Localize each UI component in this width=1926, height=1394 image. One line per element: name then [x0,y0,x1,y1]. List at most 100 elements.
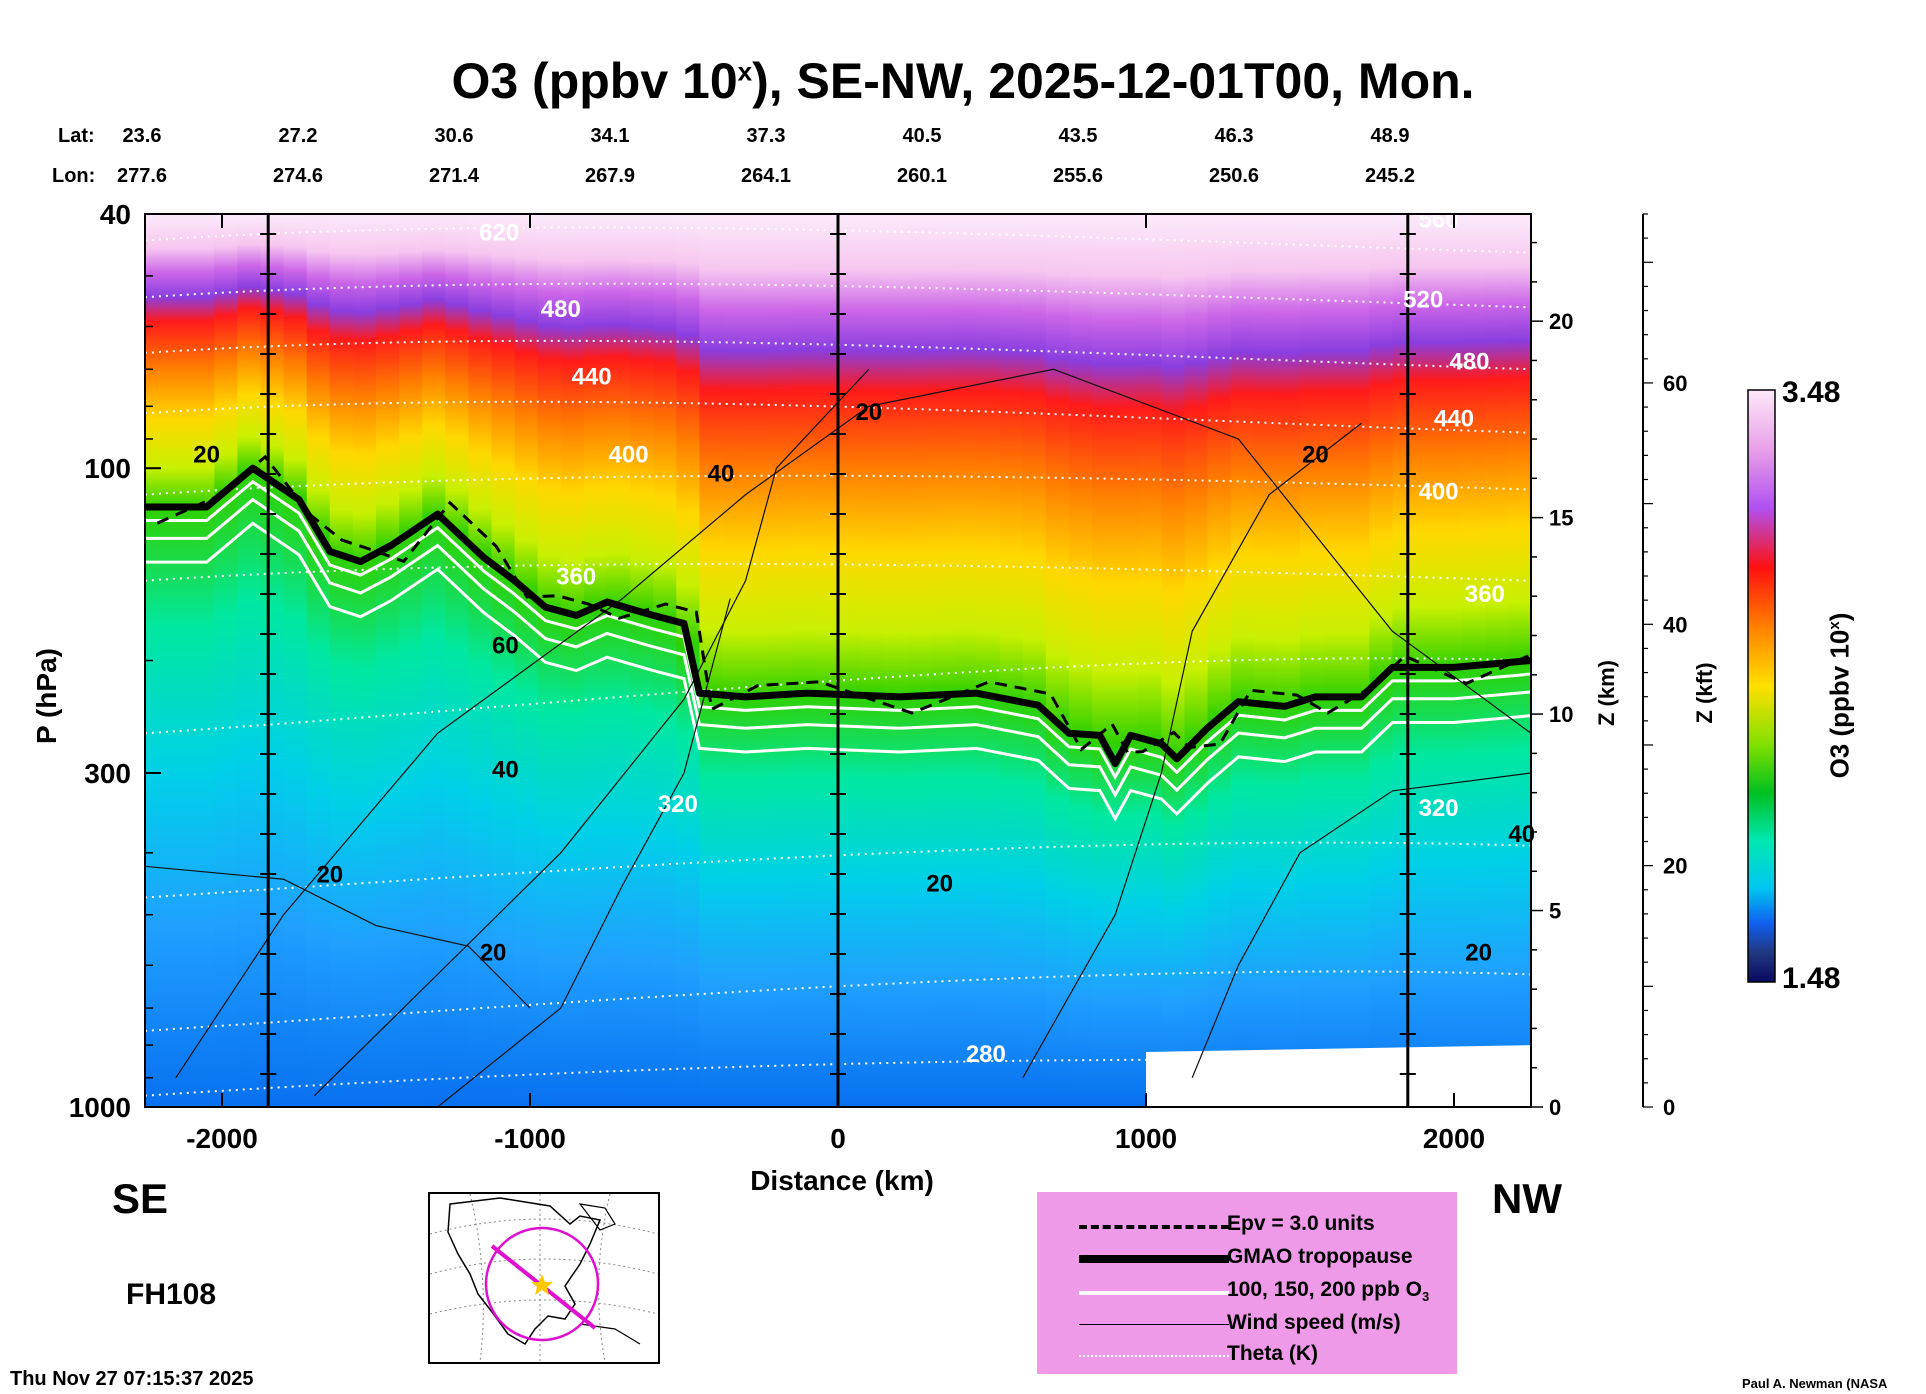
track-longitude: 271.4 [428,165,480,187]
ozone-column [884,214,909,1107]
inset-range-circle [484,1226,600,1342]
ozone-column [445,214,470,1107]
ozone-column [514,214,539,1107]
ozone-column [422,214,447,1107]
ozone-column [999,214,1024,1107]
wind-label: 20 [193,442,220,469]
wind-line [1022,422,1362,1079]
wind-line [437,598,731,1107]
ozone-column [722,214,747,1107]
x-tick-label: 2000 [1423,1123,1485,1154]
theta-label: 620 [479,219,519,246]
colorbar-max-label: 3.48 [1782,376,1841,409]
ozone-column [1369,214,1394,1107]
wind-label: 20 [1465,940,1492,967]
x-tick-label: -1000 [494,1123,566,1154]
ozone-column [1300,214,1325,1107]
z-kft-tick-label: 0 [1663,1095,1675,1120]
ozone-column [329,214,354,1107]
z-km-tick-label: 15 [1549,506,1573,531]
ozone-column [560,214,585,1107]
ozone-column [861,214,886,1107]
theta-label: 360 [1465,581,1505,608]
theta-label: 400 [1419,479,1459,506]
surface-mask [1146,1045,1531,1107]
track-latitude: 48.9 [1370,125,1410,147]
inset-star-icon [531,1274,553,1295]
ozone-ppb-contours [145,479,1531,822]
colorbar [1747,389,1776,983]
ozone-column [468,214,493,1107]
theta-label: 320 [1419,795,1459,822]
ozone-column [814,214,839,1107]
track-longitude: 260.1 [896,165,948,187]
track-longitude: 245.2 [1364,165,1416,187]
ozone-column [1253,214,1278,1107]
z-km-tick-label: 0 [1549,1095,1561,1120]
forecast-hour: FH108 [126,1278,217,1311]
southeast-label: SE [112,1175,169,1222]
z-km-axis-label: Z (km) [1594,660,1619,726]
ozone-column [1461,214,1486,1107]
wind-label: 40 [492,757,519,784]
z-kft-tick-label: 40 [1663,612,1687,637]
theta-label: 400 [609,442,649,469]
p-tick-label: 40 [100,199,131,230]
legend-item-wind-speed: Wind speed (m/s) [1037,1309,1457,1339]
theta-label: 480 [541,296,581,323]
ozone-column [1438,214,1463,1107]
ozone-field [145,214,1531,1107]
track-latitude: 30.6 [434,125,474,147]
theta-label: 560 [1419,207,1459,234]
track-latitude: 23.6 [122,125,162,147]
ozone-column [376,214,401,1107]
wind-line [1191,772,1531,1078]
ozone-column [237,214,262,1107]
track-latitude: 43.5 [1058,125,1098,147]
colorbar-min-label: 1.48 [1782,962,1841,995]
author-credit: Paul A. Newman (NASA [1742,1376,1888,1391]
ozone-column [191,214,216,1107]
ozone-column [791,214,816,1107]
theta-line [145,657,1531,735]
theta-label: 520 [1403,286,1443,313]
ozone-column [838,214,863,1107]
ozone-column [907,214,932,1107]
inset-map-graphic [429,1193,659,1363]
wind-label: 40 [708,461,735,488]
track-latitude: 27.2 [278,125,318,147]
z-km-tick-label: 5 [1549,899,1561,924]
wind-label: 60 [492,632,519,659]
legend-item-theta: Theta (K) [1037,1340,1457,1370]
theta-label: 360 [556,563,596,590]
northwest-label: NW [1492,1175,1562,1222]
colorbar-title: O3 (ppbv 10x) [1824,612,1855,779]
track-latitude: 37.3 [746,125,786,147]
legend-item-epv: Epv = 3.0 units [1037,1210,1457,1240]
ozone-column [1069,214,1094,1107]
track-latitude: 40.5 [902,125,942,147]
x-tick-label: 0 [830,1123,846,1154]
tropopause-line [145,464,1531,768]
ozone-column [1184,214,1209,1107]
z-km-tick-label: 20 [1549,309,1573,334]
y-axis-label: P (hPa) [31,648,62,744]
p-tick-label: 100 [84,453,131,484]
z-kft-tick-label: 20 [1663,854,1687,879]
track-longitude: 255.6 [1052,165,1104,187]
legend-item-ozone-contours: 100, 150, 200 ppb O3 [1037,1276,1457,1306]
ozone-column [630,214,655,1107]
legend: Epv = 3.0 units GMAO tropopause 100, 150… [1037,1192,1457,1374]
wind-label: 20 [855,399,882,426]
p-tick-label: 300 [84,758,131,789]
ozone-column [768,214,793,1107]
run-timestamp: Thu Nov 27 07:15:37 2025 [10,1368,254,1390]
z-km-tick-label: 10 [1549,702,1573,727]
wind-label: 20 [1302,442,1329,469]
wind-label: 20 [926,871,953,898]
ozone-column [168,214,193,1107]
ozone-column [953,214,978,1107]
x-axis-label: Distance (km) [750,1165,934,1196]
ozone-contour-line [145,479,1531,781]
